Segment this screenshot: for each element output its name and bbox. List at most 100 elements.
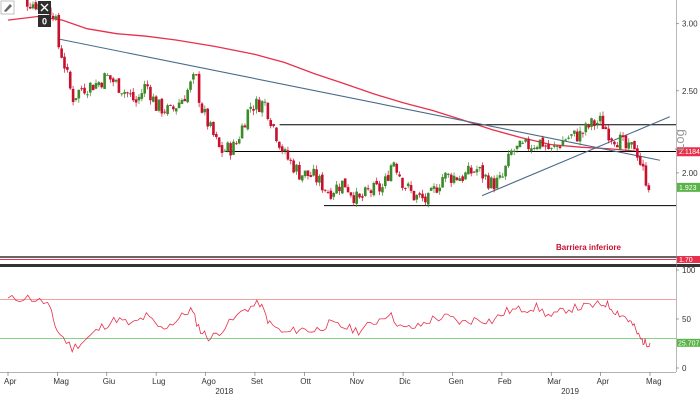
candle-body	[575, 131, 579, 142]
candle-body	[194, 74, 198, 76]
candle-body	[278, 141, 281, 148]
candle-body	[329, 190, 333, 199]
candle-body	[627, 142, 631, 149]
candle-body	[303, 170, 307, 177]
candle-body	[269, 120, 273, 127]
candle-body	[160, 98, 164, 114]
candle-body	[521, 142, 525, 144]
candle-body	[426, 192, 430, 205]
moving-average-line	[7, 15, 641, 153]
candle-body	[34, 2, 38, 10]
candle-body	[421, 193, 424, 199]
candle-body	[518, 140, 522, 148]
candle-body	[504, 165, 507, 177]
candle-body	[604, 127, 608, 130]
candle-body	[595, 122, 599, 125]
candle-body	[146, 84, 149, 87]
candle-body	[134, 99, 138, 103]
candle-body	[412, 190, 416, 201]
candle-body	[255, 98, 258, 110]
candle-body	[243, 125, 247, 128]
candle-body	[641, 163, 645, 167]
time-tick-label: Gen	[448, 377, 463, 386]
candle-body	[143, 84, 146, 94]
scale-label: Log	[672, 129, 687, 151]
candle-body	[183, 98, 187, 102]
candle-body	[564, 139, 568, 141]
zero-badge[interactable]	[38, 15, 51, 27]
candle-body	[177, 102, 181, 109]
candle-body	[447, 173, 450, 175]
time-tick-label: Mag	[53, 377, 69, 386]
candle-body	[315, 169, 318, 183]
candle-body	[458, 178, 462, 182]
candle-body	[263, 101, 267, 103]
candle-body	[111, 78, 115, 83]
candle-body	[567, 137, 570, 139]
candle-body	[530, 148, 533, 152]
candle-body	[203, 108, 207, 113]
candle-body	[91, 84, 95, 91]
price-panel: 3.00 2.50 2.00 2.1184 1.923 Log	[7, 0, 700, 208]
candle-body	[74, 98, 78, 100]
candle-body	[100, 82, 104, 88]
candle-body	[306, 170, 310, 176]
trendline	[481, 116, 670, 197]
candle-body	[163, 111, 167, 113]
candle-body	[97, 82, 101, 86]
candle-body	[361, 196, 364, 198]
candle-body	[478, 167, 482, 169]
candle-body	[25, 0, 29, 7]
candle-body	[318, 175, 321, 183]
candle-body	[492, 178, 496, 190]
candle-body	[94, 83, 98, 89]
candle-body	[349, 192, 353, 196]
rsi-tick-label: 100	[682, 266, 696, 275]
time-axis-ticks: Apr Mag Giu Lug Ago Set Ott Nov Dic Gen Feb Mar Apr M…	[4, 372, 662, 396]
time-tick-label: Nov	[350, 377, 364, 386]
candle-body	[624, 135, 628, 149]
candle-body	[323, 189, 327, 191]
candle-body	[71, 88, 75, 103]
time-tick-label: Dic	[399, 377, 411, 386]
candle-body	[312, 168, 315, 176]
candle-body	[298, 164, 301, 180]
candle-body	[372, 183, 376, 196]
candle-body	[109, 75, 112, 80]
candle-body	[406, 183, 410, 187]
pencil-icon	[4, 4, 12, 12]
candle-body	[444, 172, 447, 179]
candle-body	[590, 118, 593, 127]
candle-body	[180, 100, 184, 104]
candle-body	[246, 109, 250, 130]
candle-body	[289, 159, 293, 161]
barrier-annotation: Barriera inferiore	[556, 243, 621, 252]
candle-body	[169, 104, 172, 106]
candle-body	[375, 180, 379, 185]
candle-body	[166, 105, 169, 115]
candle-body	[524, 139, 527, 142]
candle-body	[51, 15, 55, 19]
candle-body	[441, 177, 444, 188]
candle-body	[192, 73, 195, 80]
candle-body	[547, 143, 550, 150]
candle-body	[260, 101, 264, 113]
price-tag-bg	[677, 147, 700, 157]
time-tick-label: Apr	[597, 377, 610, 386]
candle-body	[598, 115, 602, 122]
candle-body	[335, 184, 338, 194]
candle-body	[280, 146, 284, 152]
candle-body	[552, 145, 556, 147]
candle-body	[338, 186, 341, 192]
candle-body	[415, 194, 419, 200]
candle-body	[286, 150, 290, 160]
candle-body	[154, 96, 158, 111]
candle-body	[117, 78, 121, 93]
trendline	[57, 38, 660, 161]
candle-body	[378, 183, 381, 192]
candle-body	[455, 177, 459, 181]
candle-body	[283, 149, 287, 152]
candle-body	[512, 150, 516, 152]
candle-body	[532, 147, 536, 149]
